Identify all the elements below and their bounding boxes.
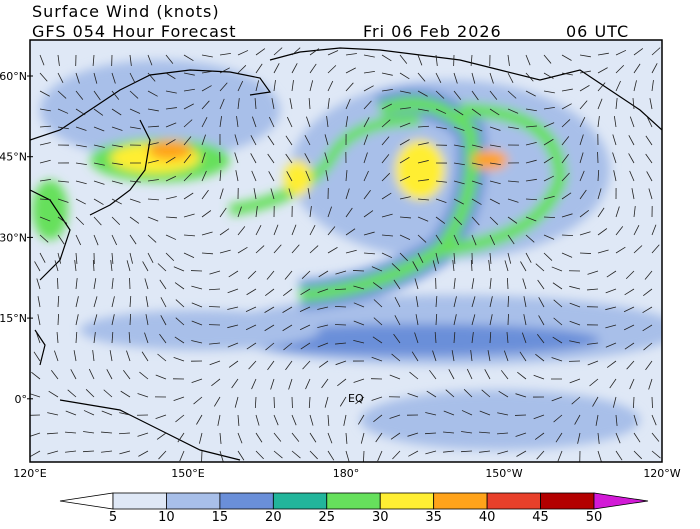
barb: [57, 278, 58, 289]
colorbar-label: 40: [479, 510, 496, 525]
barb: [633, 397, 634, 408]
lon-label: 150°E: [171, 467, 204, 480]
barb: [508, 314, 509, 325]
colorbar-label: 35: [425, 510, 442, 525]
colorbar-high: [594, 493, 648, 509]
colorbar-box: [487, 493, 540, 509]
colorbar-box: [166, 493, 219, 509]
lat-label: 0°: [15, 393, 28, 406]
colorbar-box: [380, 493, 433, 509]
colorbar-label: 10: [158, 510, 175, 525]
colorbar-box: [220, 493, 273, 509]
colorbar-box: [327, 493, 380, 509]
date: Fri 06 Feb 2026: [363, 22, 502, 41]
barb: [652, 397, 653, 408]
colorbar-label: 50: [586, 510, 603, 525]
lat-label: 60°N: [0, 70, 27, 83]
colorbar-box: [273, 493, 326, 509]
subtitle: GFS 054 Hour Forecast: [32, 22, 237, 41]
colorbar-low: [60, 493, 113, 509]
colorbar-label: 25: [319, 510, 336, 525]
lat-label: 15°N: [0, 312, 27, 325]
colorbar-box: [434, 493, 487, 509]
equator-label: EQ: [348, 392, 364, 405]
colorbar-box: [541, 493, 594, 509]
colorbar-label: 5: [109, 510, 117, 525]
colorbar-label: 15: [212, 510, 229, 525]
lat-label: 30°N: [0, 231, 27, 244]
lon-label: 120°E: [13, 467, 46, 480]
lon-label: 150°W: [485, 467, 522, 480]
time: 06 UTC: [566, 22, 629, 41]
lon-label: 120°W: [643, 467, 680, 480]
colorbar-label: 45: [532, 510, 549, 525]
colorbar-label: 30: [372, 510, 389, 525]
barb: [58, 314, 59, 325]
lon-label: 180°: [333, 467, 360, 480]
barb: [209, 306, 220, 307]
lat-label: 45°N: [0, 151, 27, 164]
barb: [353, 270, 364, 271]
title: Surface Wind (knots): [32, 2, 220, 21]
colorbar-box: [113, 493, 166, 509]
colorbar-label: 20: [265, 510, 282, 525]
